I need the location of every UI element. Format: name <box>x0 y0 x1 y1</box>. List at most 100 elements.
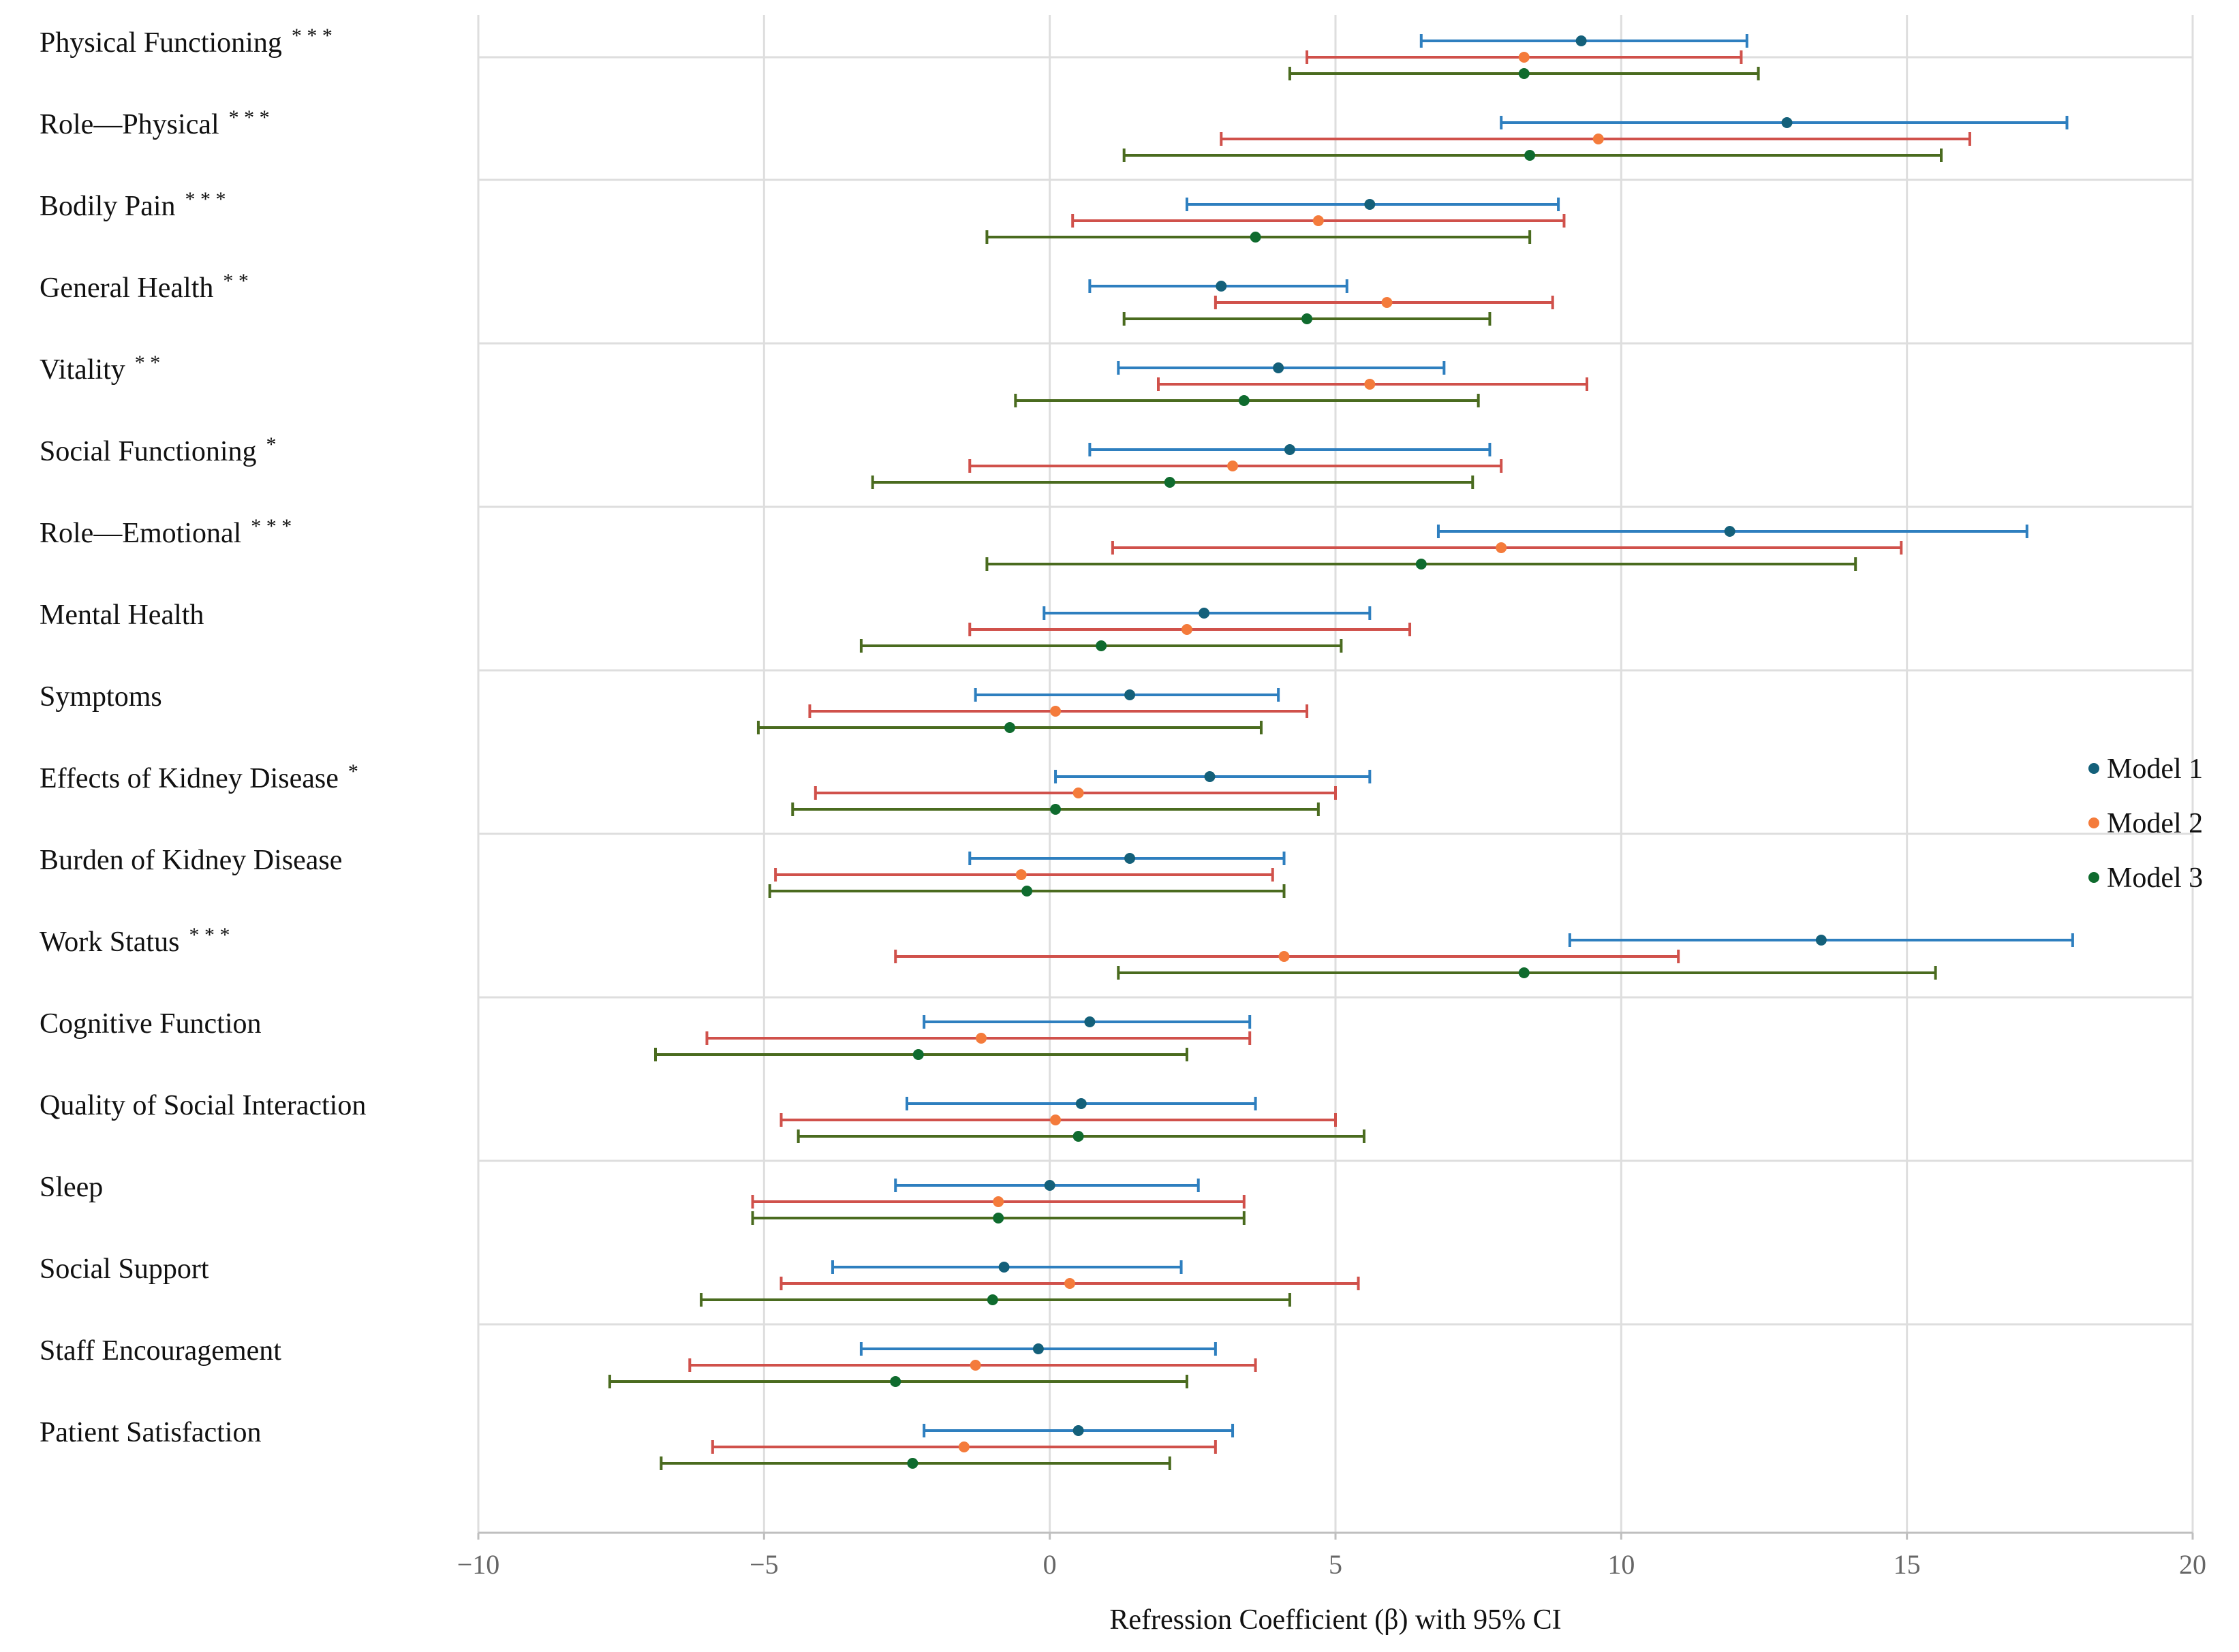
point-estimate <box>1273 362 1284 373</box>
point-estimate <box>1815 935 1827 946</box>
point-estimate <box>993 1196 1004 1207</box>
category-label: Staff Encouragement <box>40 1335 281 1367</box>
point-estimate <box>1124 689 1136 700</box>
point-estimate <box>1004 722 1015 733</box>
point-estimate <box>1415 559 1427 570</box>
x-tick-label: −5 <box>750 1549 779 1580</box>
gridlines <box>477 15 2194 1533</box>
point-estimate <box>1032 1343 1044 1354</box>
significance-stars: * * * <box>229 106 270 129</box>
significance-stars: * * * <box>292 25 333 47</box>
category-label: Role—Emotional * * * <box>40 515 292 549</box>
legend: Model 1 Model 2 Model 3 <box>2088 753 2203 894</box>
point-estimate <box>912 1049 924 1060</box>
point-estimate <box>1199 608 1210 619</box>
significance-stars: * * <box>223 270 249 292</box>
data-marks <box>608 34 2074 1470</box>
point-estimate <box>970 1360 981 1371</box>
category-label: Bodily Pain * * * <box>40 188 226 222</box>
legend-marker <box>2088 763 2099 774</box>
legend-label: Model 1 <box>2107 753 2203 785</box>
x-tick-label: −10 <box>457 1549 500 1580</box>
category-label: Work Status * * * <box>40 924 230 958</box>
point-estimate <box>890 1376 901 1387</box>
point-estimate <box>1064 1278 1076 1289</box>
point-estimate <box>1518 68 1530 79</box>
legend-marker <box>2088 817 2099 828</box>
point-estimate <box>1524 150 1536 161</box>
point-estimate <box>1050 1115 1062 1125</box>
x-tick-label: 0 <box>1043 1549 1057 1580</box>
point-estimate <box>1381 297 1393 308</box>
point-estimate <box>987 1294 998 1305</box>
x-tick-label: 15 <box>1894 1549 1921 1580</box>
category-label: Role—Physical * * * <box>40 106 270 140</box>
point-estimate <box>1075 1098 1087 1109</box>
point-estimate <box>1278 951 1290 962</box>
point-estimate <box>998 1262 1010 1273</box>
point-estimate <box>1072 1131 1084 1142</box>
category-label: General Health * * <box>40 270 249 304</box>
point-estimate <box>1575 35 1587 46</box>
significance-stars: * <box>266 433 277 456</box>
point-estimate <box>976 1033 987 1044</box>
point-estimate <box>1096 640 1107 651</box>
category-label: Effects of Kidney Disease * <box>40 760 358 794</box>
point-estimate <box>1238 395 1250 406</box>
point-estimate <box>1724 526 1735 537</box>
x-tick-label: 5 <box>1329 1549 1342 1580</box>
point-estimate <box>958 1441 970 1452</box>
point-estimate <box>1518 967 1530 978</box>
point-estimate <box>1084 1016 1096 1027</box>
significance-stars: * <box>348 760 358 783</box>
legend-marker <box>2088 872 2099 883</box>
point-estimate <box>1072 1425 1084 1436</box>
point-estimate <box>1250 232 1261 243</box>
point-estimate <box>1072 788 1084 798</box>
point-estimate <box>1364 379 1376 390</box>
x-tick-label: 10 <box>1607 1549 1635 1580</box>
point-estimate <box>907 1458 918 1469</box>
point-estimate <box>1518 52 1530 63</box>
point-estimate <box>1301 313 1313 324</box>
category-label: Mental Health <box>40 599 204 631</box>
category-label: Burden of Kidney Disease <box>40 845 342 876</box>
category-label: Symptoms <box>40 681 162 713</box>
point-estimate <box>1496 542 1507 553</box>
significance-stars: * * * <box>189 924 230 946</box>
category-label: Cognitive Function <box>40 1008 262 1040</box>
point-estimate <box>1781 117 1793 128</box>
significance-stars: * * * <box>185 188 226 211</box>
point-estimate <box>1124 853 1136 864</box>
point-estimate <box>1021 886 1033 897</box>
point-estimate <box>1312 215 1324 226</box>
point-estimate <box>1364 199 1376 210</box>
point-estimate <box>1181 624 1192 635</box>
point-estimate <box>993 1213 1004 1224</box>
category-label: Sleep <box>40 1172 103 1203</box>
point-estimate <box>1204 771 1216 782</box>
point-estimate <box>1227 461 1239 471</box>
point-estimate <box>1216 281 1227 292</box>
point-estimate <box>1284 444 1295 455</box>
category-label: Physical Functioning * * * <box>40 25 333 59</box>
category-label: Quality of Social Interaction <box>40 1090 366 1121</box>
point-estimate <box>1015 869 1027 880</box>
legend-label: Model 3 <box>2107 862 2203 894</box>
point-estimate <box>1164 477 1175 488</box>
category-label: Social Support <box>40 1253 209 1285</box>
significance-stars: * * * <box>251 515 292 537</box>
significance-stars: * * <box>135 352 161 374</box>
x-axis: −10 −5 0 5 10 15 20 <box>457 1531 2206 1580</box>
category-labels: Physical Functioning * * * Role—Physical * … <box>40 25 366 1448</box>
category-label: Social Functioning * <box>40 433 277 467</box>
point-estimate <box>1050 804 1062 815</box>
point-estimate <box>1044 1180 1055 1191</box>
point-estimate <box>1592 134 1604 144</box>
legend-label: Model 2 <box>2107 808 2203 839</box>
category-label: Vitality * * <box>40 352 160 386</box>
category-label: Patient Satisfaction <box>40 1417 261 1448</box>
point-estimate <box>1050 706 1062 717</box>
x-axis-title: Refression Coefficient (β) with 95% CI <box>1109 1604 1561 1636</box>
